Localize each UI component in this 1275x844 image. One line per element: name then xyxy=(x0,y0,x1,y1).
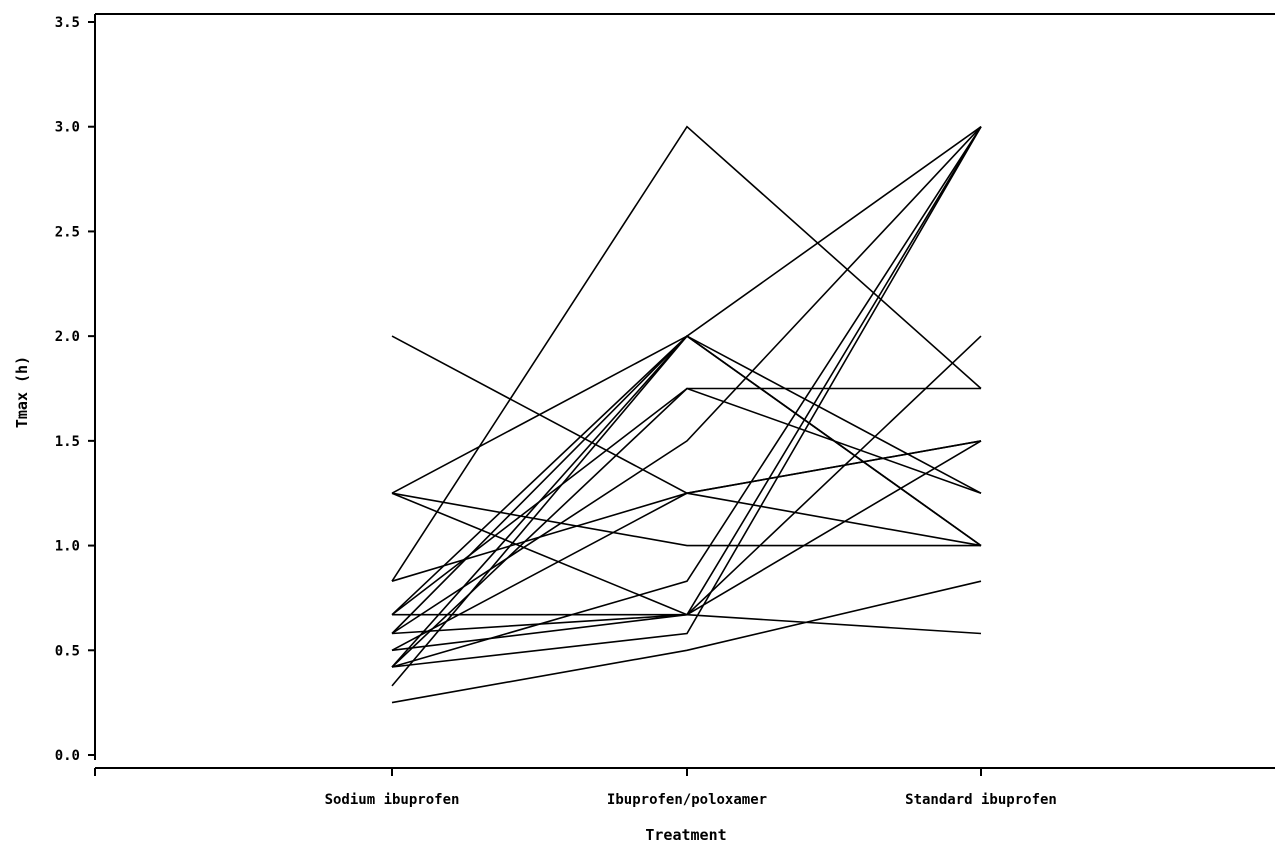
y-tick-labels: 0.0 0.5 1.0 1.5 2.0 2.5 3.0 3.5 xyxy=(55,15,80,764)
series-line-20 xyxy=(391,580,982,704)
series-line-18 xyxy=(391,126,982,668)
x-tick-label: Sodium ibuprofen xyxy=(325,792,460,808)
series-line-8 xyxy=(392,126,982,616)
y-tick-label: 3.0 xyxy=(55,120,80,136)
series-lines xyxy=(391,125,982,704)
y-tick-label: 2.5 xyxy=(55,224,80,240)
series-line-15 xyxy=(391,335,982,668)
x-tick-label: Ibuprofen/poloxamer xyxy=(607,792,767,808)
y-axis xyxy=(88,14,96,760)
series-line-11 xyxy=(391,126,982,635)
y-tick-label: 1.5 xyxy=(55,434,80,450)
series-line-17 xyxy=(391,126,982,668)
series-line-7 xyxy=(391,335,982,616)
x-axis-title: Treatment xyxy=(645,826,726,844)
series-line-2 xyxy=(391,335,982,494)
series-line-10 xyxy=(391,335,982,635)
y-axis-title: Tmax (h) xyxy=(13,356,31,428)
series-line-12 xyxy=(391,440,982,635)
x-axis xyxy=(94,767,1275,776)
y-tick-label: 2.0 xyxy=(55,329,80,345)
y-tick-label: 1.0 xyxy=(55,539,80,555)
series-line-19 xyxy=(391,126,982,687)
x-tick-labels: Sodium ibuprofen Ibuprofen/poloxamer Stand… xyxy=(325,792,1057,808)
y-tick-label: 3.5 xyxy=(55,15,80,31)
y-tick-label: 0.5 xyxy=(55,643,80,659)
x-tick-label: Standard ibuprofen xyxy=(905,792,1057,808)
y-tick-label: 0.0 xyxy=(55,748,80,764)
series-line-16 xyxy=(391,387,982,668)
series-line-3 xyxy=(391,492,982,635)
series-line-5 xyxy=(391,125,982,582)
series-line-4 xyxy=(391,492,981,547)
